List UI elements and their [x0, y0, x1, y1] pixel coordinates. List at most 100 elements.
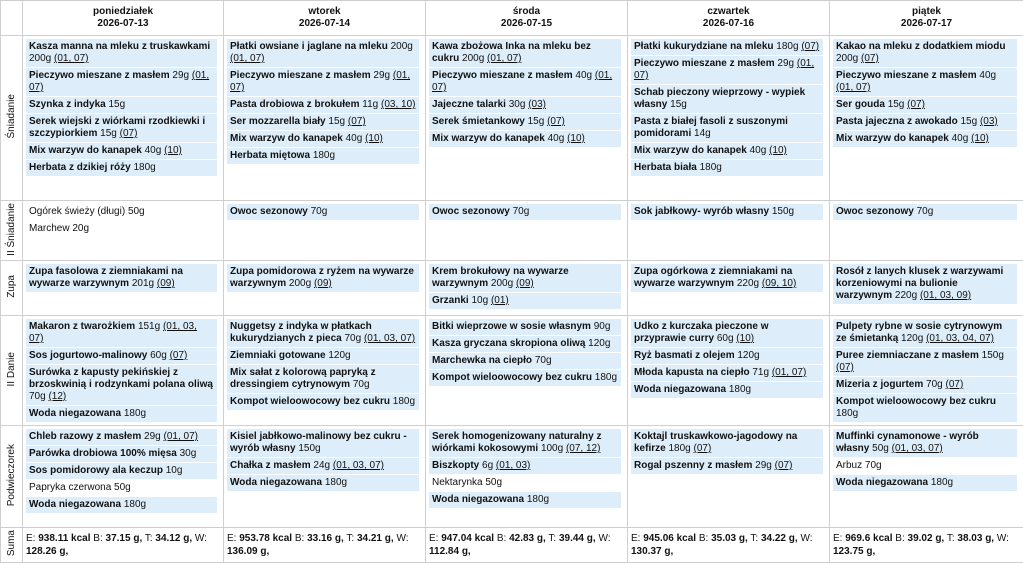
menu-item: Woda niegazowana 180g — [833, 475, 1017, 491]
menu-item: Pieczywo mieszane z masłem 29g (01, 07) — [26, 68, 217, 96]
dish-name: Woda niegazowana — [230, 477, 322, 488]
dish-name: Herbata z dzikiej róży — [29, 162, 131, 173]
sum-key: E: — [429, 533, 438, 544]
menu-cell: Płatki owsiane i jaglane na mleku 200g (… — [224, 36, 426, 201]
menu-item: Bitki wieprzowe w sosie własnym 90g — [429, 319, 621, 335]
dish-name: Owoc sezonowy — [230, 206, 308, 217]
dish-qty: 50g — [485, 477, 502, 488]
dish-qty: 150g — [298, 443, 320, 454]
allergens: (09) — [314, 278, 332, 289]
menu-item: Pasta z białej fasoli z suszonymi pomido… — [631, 114, 823, 142]
menu-item: Sos pomidorowy ala keczup 10g — [26, 463, 217, 479]
menu-cell: Zupa fasolowa z ziemniakami na wywarze w… — [23, 261, 224, 316]
dish-qty: 40g — [145, 145, 162, 156]
sum-value: 128.26 g, — [26, 546, 68, 557]
menu-item: Pulpety rybne w sosie cytrynowym ze śmie… — [833, 319, 1017, 347]
allergens: (10) — [769, 145, 787, 156]
menu-cell: Rosół z lanych klusek z warzywami korzen… — [830, 261, 1023, 316]
allergens: (07) — [801, 41, 819, 52]
meal-label-text: Śniadanie — [6, 94, 17, 138]
dish-qty: 10g — [166, 465, 183, 476]
dish-qty: 10g — [471, 295, 488, 306]
dish-name: Płatki owsiane i jaglane na mleku — [230, 41, 388, 52]
menu-item: Rogal pszenny z masłem 29g (07) — [631, 458, 823, 474]
dish-qty: 20g — [72, 223, 89, 234]
dish-qty: 29g — [373, 70, 390, 81]
dish-qty: 71g — [752, 367, 769, 378]
dish-name: Ser gouda — [836, 99, 885, 110]
dish-qty: 200g — [836, 53, 858, 64]
menu-item: Ser mozzarella biały 15g (07) — [227, 114, 419, 130]
dish-name: Nektarynka — [432, 477, 483, 488]
menu-item: Nuggetsy z indyka w płatkach kukurydzian… — [227, 319, 419, 347]
menu-cell: Serek homogenizowany naturalny z wiórkam… — [426, 426, 628, 528]
dish-qty: 180g — [595, 372, 617, 383]
menu-item: Makaron z twarożkiem 151g (01, 03, 07) — [26, 319, 217, 347]
dish-qty: 180g — [931, 477, 953, 488]
allergens: (09, 10) — [762, 278, 796, 289]
sum-cell: E: 947.04 kcal B: 42.83 g, T: 39.44 g, W… — [426, 528, 628, 563]
cell-content: Owoc sezonowy 70g — [224, 201, 425, 220]
sum-value: 136.09 g, — [227, 546, 269, 557]
menu-item: Koktajl truskawkowo-jagodowy na kefirze … — [631, 429, 823, 457]
dish-qty: 180g — [325, 477, 347, 488]
cell-content: Udko z kurczaka pieczone w przyprawie cu… — [628, 316, 829, 398]
dish-name: Grzanki — [432, 295, 469, 306]
meal-label: Podwieczorek — [1, 426, 23, 528]
menu-item: Herbata z dzikiej róży 180g — [26, 160, 217, 176]
dish-name: Kakao na mleku z dodatkiem miodu — [836, 41, 1005, 52]
menu-item: Mix warzyw do kanapek 40g (10) — [631, 143, 823, 159]
allergens: (07) — [946, 379, 964, 390]
allergens: (01, 03) — [496, 460, 530, 471]
menu-item: Płatki kukurydziane na mleku 180g (07) — [631, 39, 823, 55]
dish-name: Puree ziemniaczane z masłem — [836, 350, 979, 361]
dish-qty: 180g — [527, 494, 549, 505]
allergens: (01, 07) — [164, 431, 198, 442]
dish-name: Pieczywo mieszane z masłem — [432, 70, 573, 81]
sum-cell: E: 945.06 kcal B: 35.03 g, T: 34.22 g, W… — [628, 528, 830, 563]
allergens: (07) — [694, 443, 712, 454]
cell-content: Muffinki cynamonowe - wyrób własny 50g (… — [830, 426, 1023, 491]
menu-item: Mix warzyw do kanapek 40g (10) — [26, 143, 217, 159]
menu-item: Kisiel jabłkowo-malinowy bez cukru - wyr… — [227, 429, 419, 457]
allergens: (07) — [170, 350, 188, 361]
meal-label: II Danie — [1, 316, 23, 426]
dish-name: Herbata biała — [634, 162, 697, 173]
sum-value: 37.15 g, — [106, 533, 143, 544]
day-name: poniedziałek — [23, 6, 223, 18]
dish-qty: 15g — [100, 128, 117, 139]
sum-value: 33.16 g, — [307, 533, 344, 544]
dish-name: Mizeria z jogurtem — [836, 379, 923, 390]
day-name: wtorek — [224, 6, 425, 18]
cell-content: Chleb razowy z masłem 29g (01, 07)Parówk… — [23, 426, 223, 513]
dish-qty: 200g — [29, 53, 51, 64]
sum-value: 130.37 g, — [631, 546, 673, 557]
dish-name: Pasta jajeczna z awokado — [836, 116, 958, 127]
dish-name: Kompot wieloowocowy bez cukru — [836, 396, 996, 407]
allergens: (01, 03, 09) — [920, 290, 971, 301]
allergens: (01, 03, 04, 07) — [926, 333, 994, 344]
menu-item: Kompot wieloowocowy bez cukru 180g — [429, 370, 621, 386]
sum-value: 39.02 g, — [908, 533, 945, 544]
dish-qty: 180g — [124, 499, 146, 510]
meal-label-text: II Danie — [6, 352, 17, 386]
sum-value: 34.22 g, — [761, 533, 798, 544]
menu-item: Owoc sezonowy 70g — [833, 204, 1017, 220]
sum-content: E: 938.11 kcal B: 37.15 g, T: 34.12 g, W… — [23, 528, 223, 562]
dish-name: Woda niegazowana — [29, 408, 121, 419]
allergens: (09) — [157, 278, 175, 289]
cell-content: Owoc sezonowy 70g — [426, 201, 627, 220]
dish-qty: 180g — [668, 443, 690, 454]
dish-qty: 60g — [150, 350, 167, 361]
cell-content: Zupa fasolowa z ziemniakami na wywarze w… — [23, 261, 223, 292]
sum-value: 39.44 g, — [559, 533, 596, 544]
dish-qty: 220g — [737, 278, 759, 289]
menu-item: Pasta drobiowa z brokułem 11g (03, 10) — [227, 97, 419, 113]
